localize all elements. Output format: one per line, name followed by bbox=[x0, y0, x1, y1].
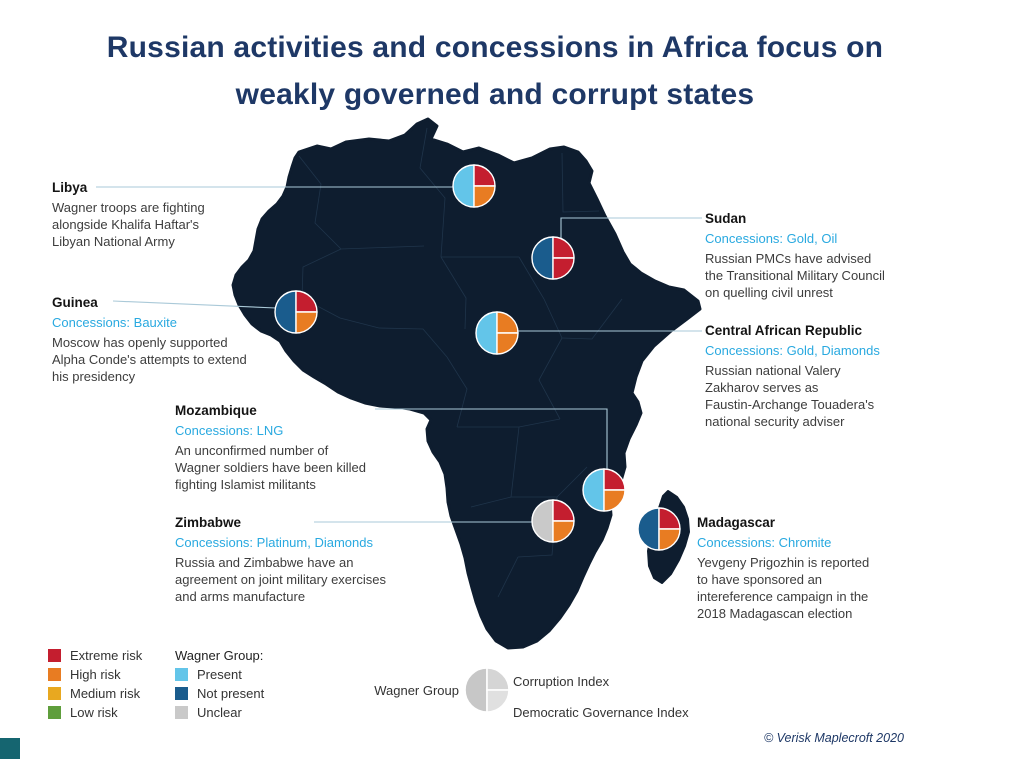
wagner-present-swatch bbox=[175, 668, 188, 681]
legend-label: Not present bbox=[197, 686, 265, 701]
pie-key-corruption-label: Corruption Index bbox=[513, 674, 610, 689]
concessions-text: Concessions: Platinum, Diamonds bbox=[175, 535, 373, 550]
country-note: Yevgeny Prigozhin is reported to have sp… bbox=[697, 555, 870, 621]
country-name: Libya bbox=[52, 180, 88, 195]
country-note: Russia and Zimbabwe have an agreement on… bbox=[175, 555, 386, 604]
concessions-text: Concessions: Bauxite bbox=[52, 315, 178, 330]
madagascar-island-silhouette bbox=[647, 490, 690, 584]
annotation-central-african-republic: Central African Republic Concessions: Go… bbox=[705, 322, 925, 430]
low-risk-swatch bbox=[48, 706, 61, 719]
pie-key-diagram bbox=[464, 667, 510, 713]
legend-item-wagner-not-present: Not present bbox=[175, 684, 264, 703]
title-line-2: weakly governed and corrupt states bbox=[235, 78, 755, 111]
country-name: Central African Republic bbox=[705, 323, 863, 338]
country-name: Mozambique bbox=[175, 403, 257, 418]
pie-key-top-right-segment bbox=[486, 667, 510, 691]
risk-legend: Extreme risk High risk Medium risk Low r… bbox=[48, 646, 142, 722]
corner-accent bbox=[0, 738, 20, 759]
annotation-sudan: Sudan Concessions: Gold, Oil Russian PMC… bbox=[705, 210, 925, 301]
annotation-zimbabwe: Zimbabwe Concessions: Platinum, Diamonds… bbox=[175, 514, 395, 605]
country-note: An unconfirmed number of Wagner soldiers… bbox=[175, 443, 367, 492]
country-note: Russian PMCs have advised the Transition… bbox=[705, 251, 885, 300]
concessions-text: Concessions: Gold, Diamonds bbox=[705, 343, 880, 358]
concessions-text: Concessions: Chromite bbox=[697, 535, 832, 550]
annotation-madagascar: Madagascar Concessions: Chromite Yevgeny… bbox=[697, 514, 917, 622]
wagner-not-present-swatch bbox=[175, 687, 188, 700]
wagner-legend: Wagner Group: Present Not present Unclea… bbox=[175, 646, 264, 722]
country-note: Wagner troops are fighting alongside Kha… bbox=[52, 200, 205, 249]
country-name: Zimbabwe bbox=[175, 515, 242, 530]
legend-label: Present bbox=[197, 667, 242, 682]
wagner-unclear-swatch bbox=[175, 706, 188, 719]
copyright-notice: © Verisk Maplecroft 2020 bbox=[763, 731, 904, 745]
mozambique-leader-line bbox=[375, 408, 608, 470]
country-note: Moscow has openly supported Alpha Conde'… bbox=[52, 335, 247, 384]
pie-key-wagner-label: Wagner Group bbox=[374, 683, 459, 698]
legend-label: Low risk bbox=[70, 705, 118, 720]
africa-mainland-silhouette bbox=[231, 117, 702, 650]
concessions-text: Concessions: Gold, Oil bbox=[705, 231, 838, 246]
legend-label: Unclear bbox=[197, 705, 242, 720]
title-line-1: Russian activities and concessions in Af… bbox=[106, 31, 884, 64]
medium-risk-swatch bbox=[48, 687, 61, 700]
sudan-leader-line bbox=[560, 217, 702, 240]
concessions-text: Concessions: LNG bbox=[175, 423, 284, 438]
high-risk-swatch bbox=[48, 668, 61, 681]
legend-label: Medium risk bbox=[70, 686, 141, 701]
legend-item-extreme-risk: Extreme risk bbox=[48, 646, 142, 665]
extreme-risk-swatch bbox=[48, 649, 61, 662]
legend-label: High risk bbox=[70, 667, 121, 682]
pie-key-governance-label: Democratic Governance Index bbox=[513, 705, 689, 720]
annotation-mozambique: Mozambique Concessions: LNG An unconfirm… bbox=[175, 402, 395, 493]
legend-item-medium-risk: Medium risk bbox=[48, 684, 142, 703]
country-borders bbox=[298, 127, 623, 598]
legend-item-wagner-unclear: Unclear bbox=[175, 703, 264, 722]
country-name: Sudan bbox=[705, 211, 747, 226]
page-title: Russian activities and concessions in Af… bbox=[0, 24, 990, 118]
pie-key-bottom-right-segment bbox=[486, 689, 510, 713]
wagner-legend-title: Wagner Group: bbox=[175, 648, 264, 663]
leader-lines bbox=[96, 186, 702, 523]
guinea-leader-line bbox=[112, 300, 277, 309]
annotation-libya: Libya Wagner troops are fighting alongsi… bbox=[52, 179, 272, 250]
country-name: Guinea bbox=[52, 295, 98, 310]
country-note: Russian national Valery Zakharov serves … bbox=[705, 363, 875, 429]
country-name: Madagascar bbox=[697, 515, 776, 530]
pie-key-left-segment bbox=[464, 667, 488, 713]
legend-item-wagner-present: Present bbox=[175, 665, 264, 684]
annotation-guinea: Guinea Concessions: Bauxite Moscow has o… bbox=[52, 294, 272, 385]
legend-item-high-risk: High risk bbox=[48, 665, 142, 684]
legend-item-low-risk: Low risk bbox=[48, 703, 142, 722]
legend-label: Extreme risk bbox=[70, 648, 143, 663]
